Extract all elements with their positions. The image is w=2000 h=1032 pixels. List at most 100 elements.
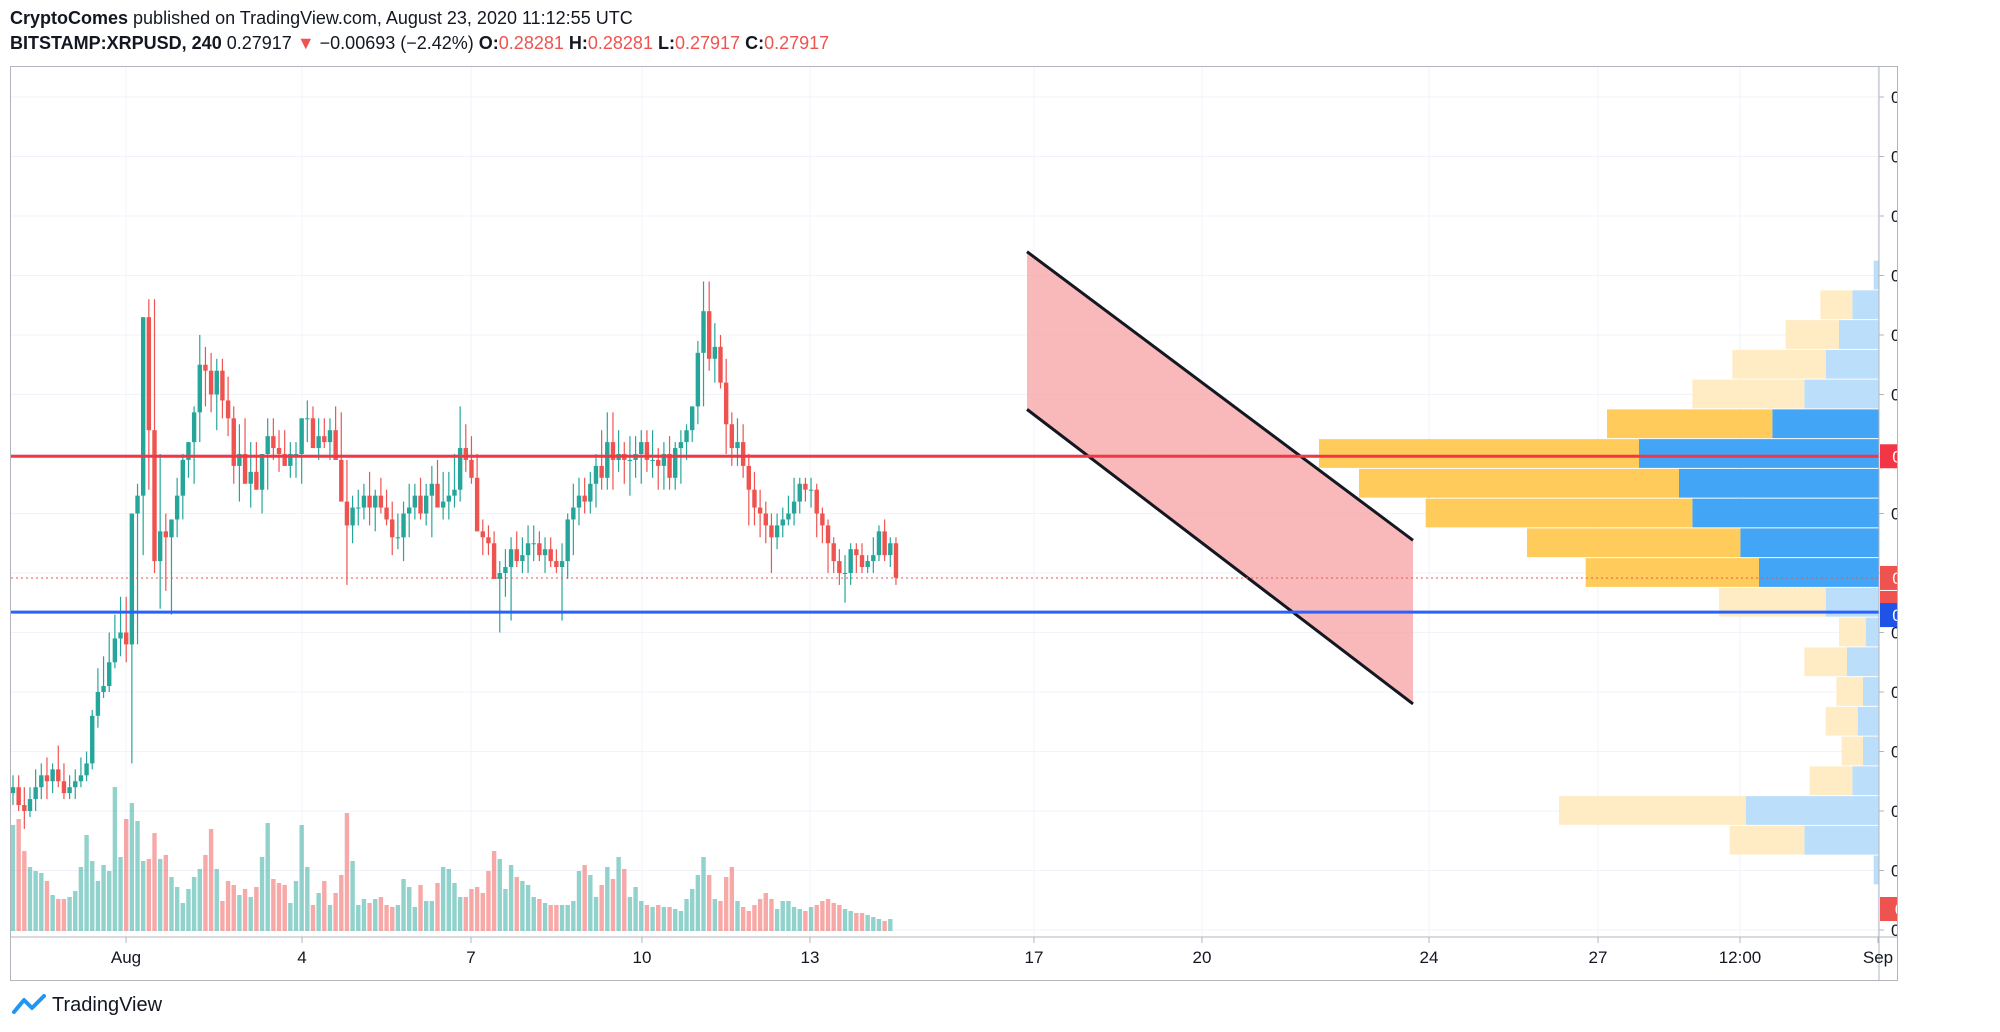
- candle-body: [446, 495, 452, 502]
- volume-bar: [746, 911, 751, 931]
- volume-bar: [305, 867, 310, 931]
- volume-bar: [871, 917, 876, 931]
- volume-bar: [548, 905, 553, 931]
- volume-bar: [344, 813, 350, 931]
- price-axis[interactable]: 0.36000 0.35000 0.34000 0.33000 0.32000 0.310…: [1878, 67, 1897, 980]
- candle-body: [605, 442, 610, 478]
- volume-bar: [740, 907, 746, 931]
- candle-body: [831, 543, 836, 562]
- candle-body: [118, 632, 123, 639]
- candle-body: [327, 430, 333, 443]
- profile-down-bar: [1692, 379, 1805, 409]
- volume-bar: [865, 915, 870, 931]
- time-tick-label: Aug: [111, 948, 141, 967]
- profile-down-bar: [1825, 706, 1858, 736]
- candle-body: [254, 471, 259, 490]
- candle-body: [11, 787, 16, 794]
- volume-bar: [401, 879, 406, 931]
- candle-body: [146, 317, 152, 431]
- profile-down-bar: [1732, 349, 1826, 379]
- time-tick-label: 24: [1420, 948, 1439, 967]
- volume-bar: [33, 871, 38, 931]
- volume-bar: [882, 921, 887, 931]
- profile-up-bar: [1804, 825, 1879, 855]
- volume-bar: [203, 855, 208, 931]
- volume-bar: [650, 907, 655, 931]
- volume-bar: [73, 891, 78, 931]
- channel-fill[interactable]: [1027, 251, 1413, 704]
- candle-body: [135, 495, 140, 514]
- volume-bar: [169, 877, 174, 931]
- candle-body: [469, 459, 474, 478]
- candle-body: [774, 525, 780, 538]
- candle-body: [599, 465, 604, 478]
- volume-bar: [667, 907, 672, 931]
- brand-name: TradingView: [52, 993, 163, 1016]
- profile-up-bar: [1772, 409, 1879, 439]
- volume-bar: [452, 883, 457, 931]
- profile-down-bar: [1607, 409, 1773, 439]
- profile-down-bar: [1559, 796, 1746, 825]
- candle-body: [310, 418, 316, 449]
- volume-bar: [463, 897, 468, 931]
- candle-body: [791, 501, 797, 514]
- candle-body: [452, 489, 457, 496]
- volume-bar: [497, 859, 502, 931]
- volume-bar: [208, 829, 214, 931]
- candle-body: [288, 454, 293, 466]
- volume-bar: [542, 903, 548, 931]
- time-axis[interactable]: Aug 4 7 10 13 17 20 24 27 12:00 Sep: [11, 936, 1897, 967]
- candle-body: [723, 382, 729, 425]
- profile-up-bar: [1740, 528, 1879, 558]
- low-label: L:: [657, 33, 675, 53]
- volume-bar: [690, 889, 695, 931]
- descending-channel[interactable]: [1026, 250, 1414, 706]
- volume-bar: [605, 867, 610, 931]
- volume-bar: [780, 901, 785, 931]
- volume-bar: [803, 911, 808, 931]
- price-chart[interactable]: 0.36000 0.35000 0.34000 0.33000 0.32000 0.310…: [11, 67, 1897, 980]
- volume-bar: [644, 905, 650, 931]
- current-price-label: 0.27917: [1892, 569, 1897, 588]
- volume-bar: [888, 919, 893, 931]
- volume-bar: [440, 867, 446, 931]
- volume-bar: [310, 905, 316, 931]
- profile-down-bar: [1820, 290, 1853, 320]
- volume-bar: [537, 899, 542, 931]
- candle-body: [90, 715, 95, 764]
- channel-lower-line[interactable]: [1026, 408, 1414, 706]
- volume-bar: [565, 905, 570, 931]
- volume-bar: [729, 867, 735, 931]
- volume-bar: [695, 875, 701, 931]
- profile-up-bar: [1825, 349, 1879, 379]
- candle-body: [140, 317, 146, 496]
- volume-bar: [514, 877, 519, 931]
- candle-body: [214, 370, 219, 395]
- price-tick-label: 0.26000: [1891, 683, 1897, 702]
- candle-body: [390, 519, 395, 538]
- symbol-label: BITSTAMP:XRPUSD, 240: [10, 33, 222, 53]
- time-tick-label: 12:00: [1719, 948, 1762, 967]
- candle-body: [231, 418, 236, 466]
- channel-upper-line[interactable]: [1026, 250, 1414, 542]
- tradingview-brand[interactable]: TradingView: [12, 990, 162, 1020]
- volume-bar: [791, 907, 797, 931]
- candle-body: [107, 662, 112, 687]
- author-name[interactable]: CryptoComes: [10, 8, 129, 28]
- candle-body: [706, 311, 712, 359]
- time-tick-label: 27: [1589, 948, 1608, 967]
- price-tick-label: 0.27000: [1891, 624, 1897, 643]
- volume-bar: [701, 857, 706, 931]
- volume-bar: [78, 867, 84, 931]
- horizontal-levels[interactable]: [11, 454, 1879, 614]
- candle-body: [322, 436, 327, 443]
- chart-frame[interactable]: 0.36000 0.35000 0.34000 0.33000 0.32000 0.310…: [10, 66, 1898, 981]
- price-tick-label: 0.36000: [1891, 88, 1897, 107]
- candle-body: [718, 346, 723, 383]
- profile-up-bar: [1873, 855, 1879, 885]
- volume-bar: [825, 899, 831, 931]
- volume-bar: [769, 899, 774, 931]
- candle-body: [848, 549, 853, 573]
- candle-body: [429, 483, 435, 496]
- candle-body: [378, 495, 384, 508]
